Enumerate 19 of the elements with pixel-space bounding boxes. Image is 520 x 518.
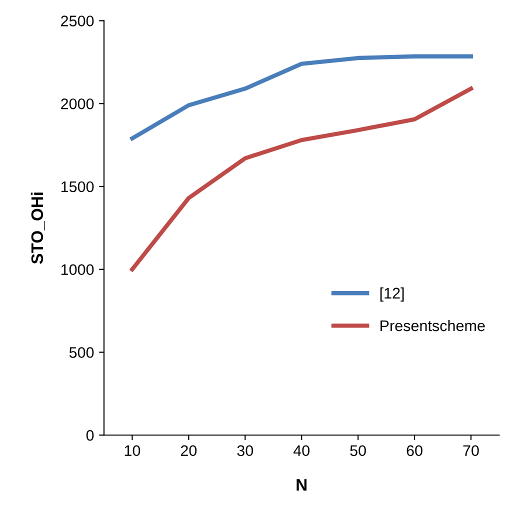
line-series [130,54,474,140]
legend-label: Presentscheme [380,320,485,332]
y-tick-label: 2000 [61,98,94,110]
y-tick-label: 500 [69,347,94,358]
x-tick-label: 30 [237,445,254,456]
y-tick-label: 1000 [61,264,94,276]
x-tick-label: 70 [463,445,479,456]
legend-label: [12] [380,287,404,302]
x-tick-label: 10 [124,445,140,456]
y-tick-label: 1500 [61,181,94,192]
y-axis-title: STO_OHi [30,192,45,264]
y-tick-label: 2500 [61,16,94,26]
x-axis-title: N [296,479,306,491]
x-tick-label: 60 [406,445,422,456]
x-tick-label: 20 [180,445,197,456]
line-series [130,86,474,272]
x-tick-label: 40 [293,445,310,456]
y-tick-label: 0 [86,430,94,441]
x-tick-label: 50 [350,445,366,456]
